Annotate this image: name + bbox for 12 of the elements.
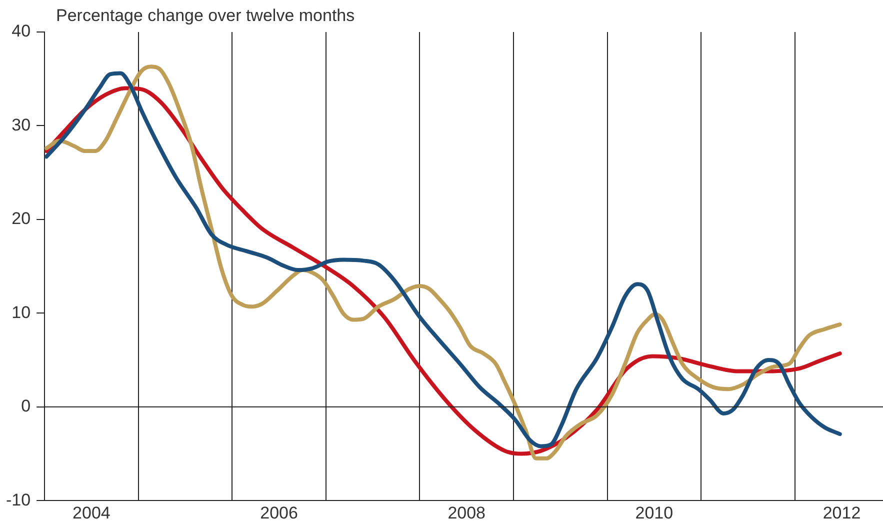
y-tick-label: 10 (12, 302, 31, 322)
y-tick-label: 30 (12, 115, 31, 134)
x-tick-label: 2006 (260, 503, 298, 522)
x-tick-label: 2010 (635, 503, 674, 522)
x-tick-label: 2004 (72, 503, 110, 522)
y-tick-label: 20 (12, 209, 31, 228)
y-axis-title: Percentage change over twelve months (56, 6, 355, 26)
y-tick-label: -10 (6, 490, 31, 510)
y-tick-label: 40 (12, 22, 31, 41)
x-tick-label: 2008 (448, 503, 486, 522)
y-tick-label: 0 (21, 396, 31, 416)
x-tick-label: 2012 (822, 503, 861, 522)
